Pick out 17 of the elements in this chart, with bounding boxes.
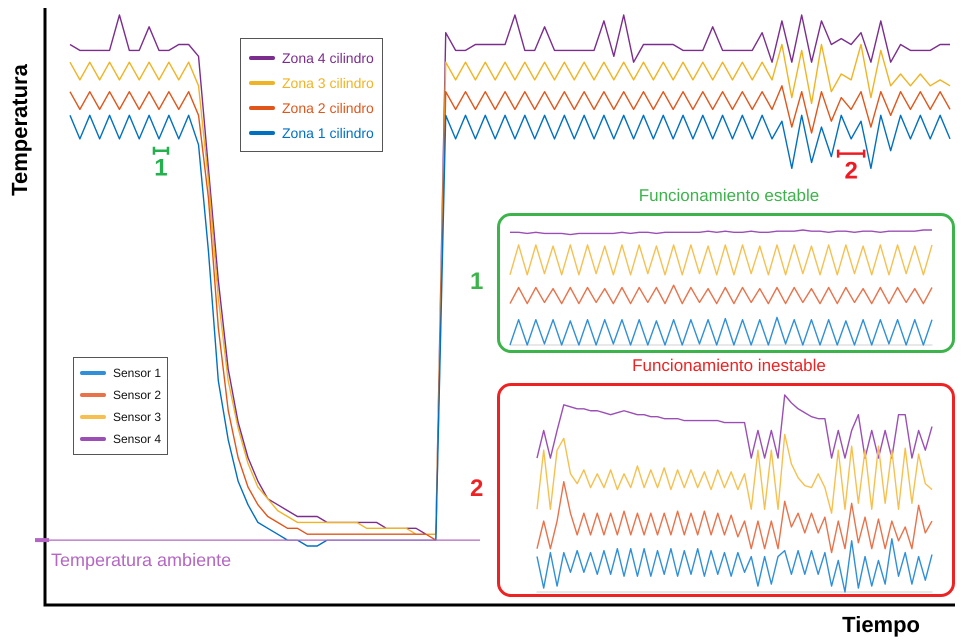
legend-label: Sensor 3 bbox=[113, 410, 162, 424]
legend-label: Zona 4 cilindro bbox=[282, 50, 374, 66]
legend-label: Zona 1 cilindro bbox=[282, 124, 374, 140]
x-axis-title: Tiempo bbox=[842, 612, 920, 638]
legend-label: Sensor 2 bbox=[113, 388, 162, 402]
annotation: 1 bbox=[470, 268, 484, 296]
annotation: 2 bbox=[844, 157, 858, 184]
legend-label: Sensor 4 bbox=[113, 432, 162, 446]
chart-title: Funcionamiento inestable bbox=[631, 356, 827, 376]
legend-label: Sensor 1 bbox=[113, 366, 162, 380]
chart-title: Funcionamiento estable bbox=[638, 186, 820, 206]
y-axis-title: Temperatura bbox=[7, 63, 33, 198]
legend-label: Zona 3 cilindro bbox=[282, 74, 374, 90]
ref-line-label: Temperatura ambiente bbox=[51, 550, 232, 570]
annotation: 1 bbox=[154, 154, 168, 182]
legend-label: Zona 2 cilindro bbox=[282, 100, 374, 116]
annotation: 2 bbox=[470, 475, 484, 503]
